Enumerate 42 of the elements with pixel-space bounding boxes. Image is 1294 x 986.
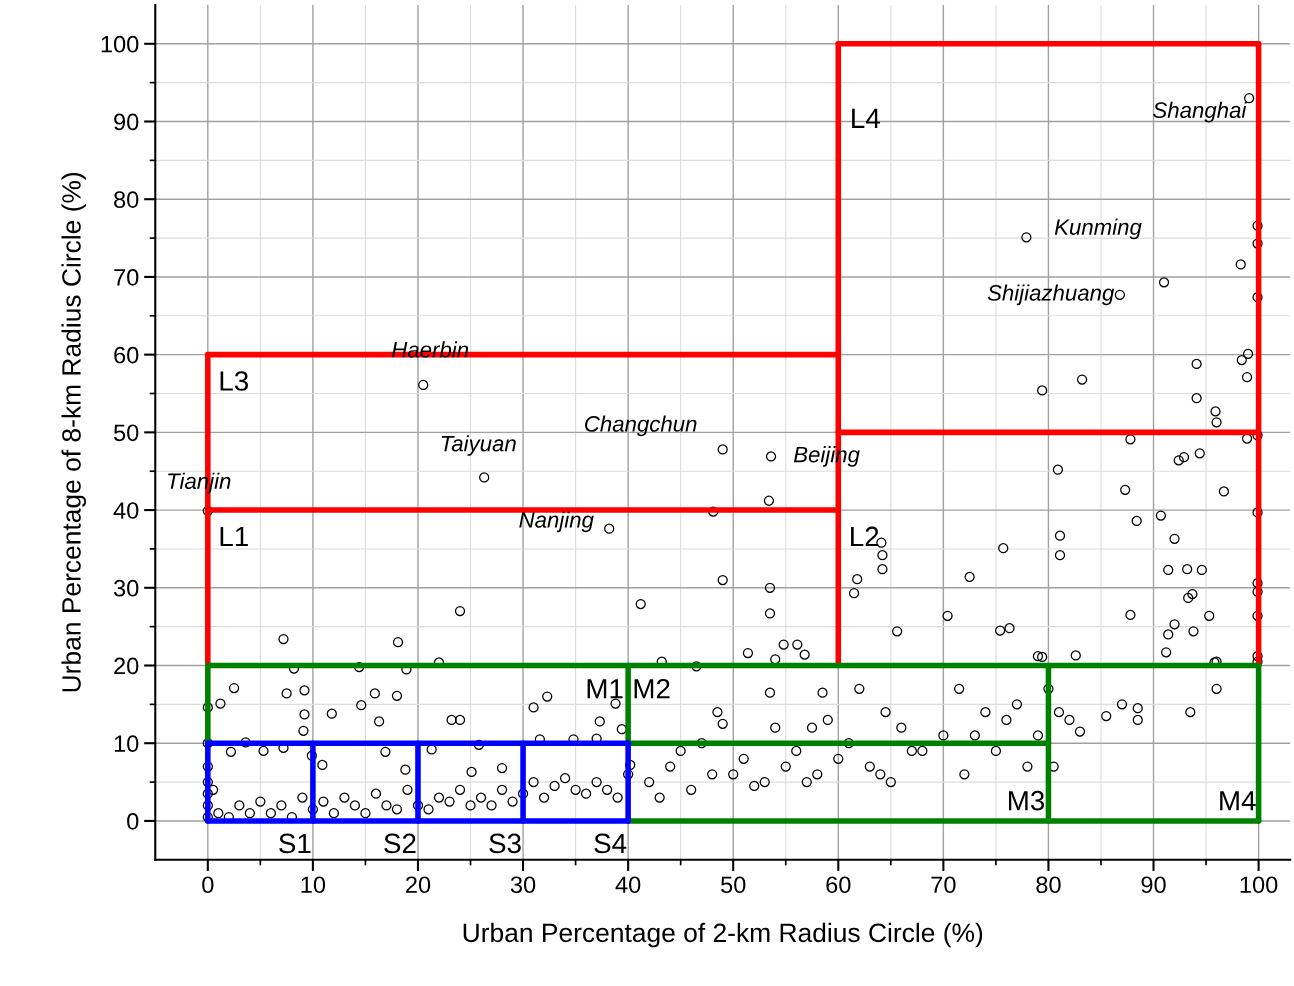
- y-tick-label: 20: [114, 657, 139, 675]
- annotation: Changchun: [585, 415, 697, 437]
- x-tick-label: 30: [510, 876, 536, 894]
- x-tick-label: 40: [615, 876, 641, 894]
- y-tick-label: 90: [114, 113, 139, 131]
- x-tick-label: 10: [301, 876, 326, 894]
- y-tick-label: 30: [113, 579, 139, 597]
- x-tick-label: 0: [202, 876, 214, 894]
- annotation: M1: [587, 679, 623, 699]
- annotation: L3: [220, 371, 248, 391]
- y-tick-label: 0: [127, 813, 139, 830]
- x-tick-label: 100: [1240, 876, 1278, 894]
- y-tick-label: 70: [114, 269, 139, 286]
- annotation: Shanghai: [1153, 101, 1247, 123]
- y-tick-label: 40: [113, 502, 139, 519]
- annotation: M4: [1220, 791, 1256, 811]
- y-tick-label: 60: [114, 346, 139, 364]
- annotation: Shijiazhuang: [987, 284, 1115, 306]
- annotation: S3: [489, 833, 521, 854]
- annotation: S2: [384, 833, 416, 854]
- annotation: M2: [634, 678, 670, 699]
- annotation: L4: [852, 108, 880, 128]
- annotation: Kunming: [1054, 218, 1142, 240]
- x-axis-title: Urban Percentage of 2-km Radius Circle (%): [463, 922, 983, 948]
- annotation: L2: [851, 526, 879, 547]
- annotation: Taiyuan: [441, 435, 516, 456]
- annotation: M3: [1008, 790, 1045, 811]
- annotation: Nanjing: [519, 511, 594, 533]
- x-tick-label: 60: [826, 876, 851, 894]
- annotation: S1: [279, 833, 311, 854]
- annotation: L1: [220, 526, 248, 547]
- x-tick-label: 70: [931, 876, 956, 894]
- y-axis-title: Urban Percentage of 8-km Radius Circle (%): [61, 172, 87, 692]
- x-tick-label: 20: [406, 876, 431, 894]
- y-tick-label: 100: [101, 35, 139, 53]
- y-tick-label: 80: [114, 191, 139, 208]
- annotation: S4: [594, 833, 627, 854]
- x-tick-label: 50: [721, 876, 746, 894]
- y-tick-label: 50: [113, 424, 139, 442]
- x-tick-label: 90: [1141, 876, 1166, 894]
- y-tick-label: 10: [114, 735, 139, 753]
- x-tick-label: 80: [1036, 876, 1061, 894]
